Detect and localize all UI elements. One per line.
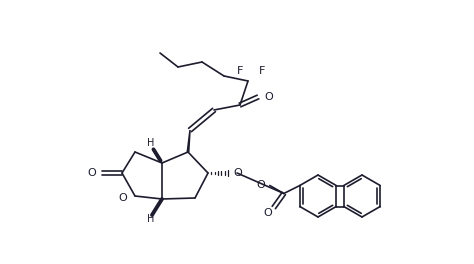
Text: O: O xyxy=(233,168,242,178)
Polygon shape xyxy=(186,130,191,152)
Text: O: O xyxy=(118,193,127,203)
Text: F: F xyxy=(237,66,243,76)
Text: O: O xyxy=(256,181,265,191)
Text: O: O xyxy=(264,92,273,102)
Text: O: O xyxy=(87,168,96,178)
Text: H: H xyxy=(147,138,155,148)
Text: F: F xyxy=(259,66,265,76)
Text: H: H xyxy=(147,214,155,224)
Text: O: O xyxy=(264,208,272,218)
